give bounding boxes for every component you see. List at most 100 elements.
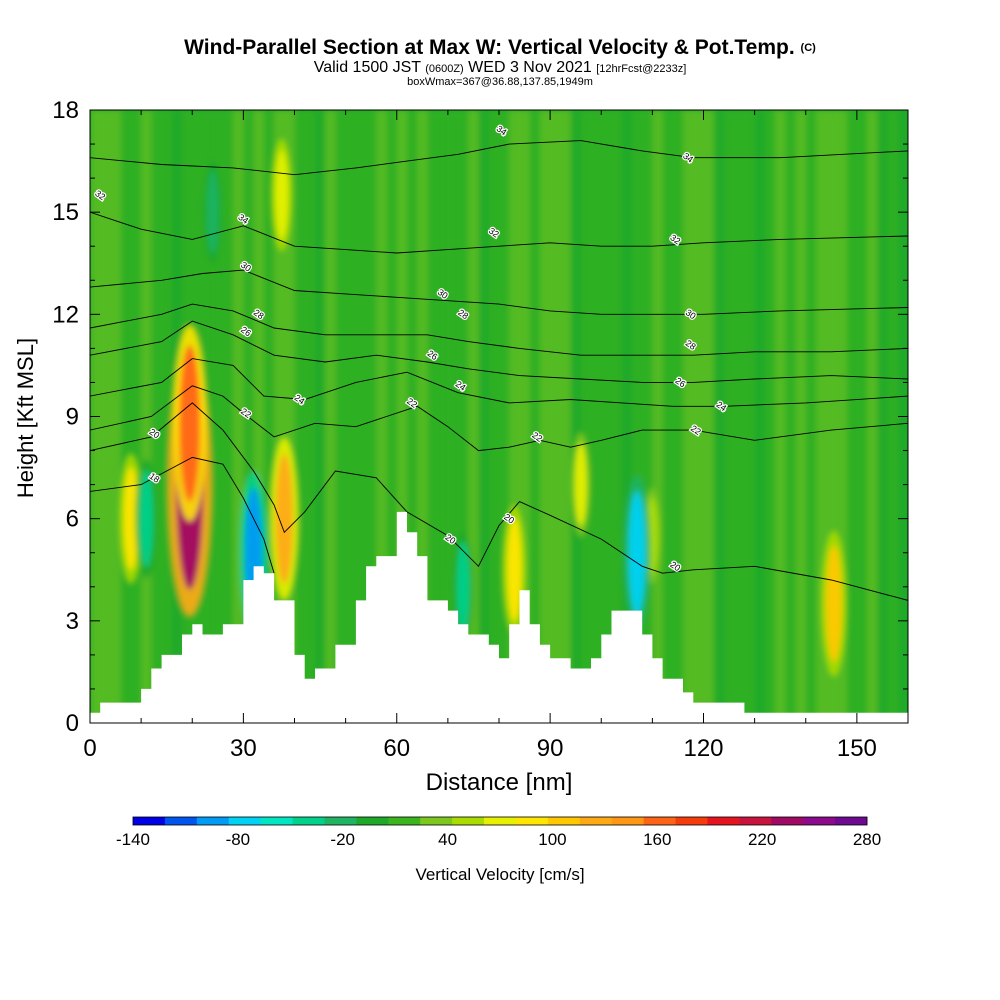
colorbar-swatch	[292, 817, 325, 825]
colorbar-swatch	[739, 817, 772, 825]
colorbar-title: Vertical Velocity [cm/s]	[415, 865, 584, 884]
theta-contour	[90, 385, 908, 452]
velocity-column	[458, 110, 469, 723]
velocity-column	[314, 110, 326, 723]
velocity-column	[294, 110, 306, 723]
colorbar-swatch	[356, 817, 389, 825]
velocity-core	[206, 170, 219, 254]
velocity-column	[539, 110, 551, 723]
velocity-column	[130, 110, 142, 723]
colorbar-swatch	[420, 817, 453, 825]
velocity-column	[836, 110, 848, 723]
colorbar-tick-label: -80	[226, 830, 251, 849]
colorbar-swatch	[388, 817, 421, 825]
velocity-column	[161, 110, 173, 723]
velocity-column	[335, 110, 347, 723]
velocity-column	[284, 110, 295, 723]
velocity-column	[805, 110, 817, 723]
x-tick-label: 90	[537, 735, 564, 762]
velocity-column	[366, 110, 377, 723]
colorbar-tick-label: 160	[643, 830, 671, 849]
velocity-column	[856, 110, 868, 723]
theta-contour	[90, 269, 908, 315]
velocity-column	[151, 110, 163, 723]
chart-subtitle: Valid 1500 JST (0600Z) WED 3 Nov 2021 [1…	[0, 60, 1000, 77]
velocity-column	[744, 110, 756, 723]
velocity-column	[877, 110, 889, 723]
y-tick-label: 15	[52, 199, 79, 226]
theta-contour	[90, 320, 908, 383]
colorbar-tick-label: 40	[438, 830, 457, 849]
velocity-core	[507, 518, 522, 622]
velocity-column	[887, 110, 899, 723]
velocity-core	[123, 467, 139, 571]
velocity-column	[601, 110, 612, 723]
x-tick-label: 30	[230, 735, 257, 762]
velocity-column	[141, 110, 152, 723]
colorbar: -140 -80 -20 40 100 160 220 280	[116, 816, 881, 849]
copyright-mark: (C)	[800, 42, 816, 54]
colorbar-swatch	[835, 817, 868, 825]
colorbar-swatch	[260, 817, 293, 825]
theta-contour	[90, 456, 275, 574]
y-tick-label: 6	[66, 506, 79, 533]
box-wmax-info: boxWmax=367@36.88,137.85,1949m	[407, 76, 593, 88]
colorbar-swatch	[771, 817, 804, 825]
velocity-column	[406, 110, 418, 723]
valid-date: WED 3 Nov 2021	[468, 59, 592, 76]
colorbar-tick-label: 220	[748, 830, 776, 849]
title-text: Wind-Parallel Section at Max W: Vertical…	[184, 36, 795, 59]
x-tick-label: 150	[837, 735, 877, 762]
valid-time: Valid 1500 JST	[313, 59, 421, 76]
colorbar-tick-label: -20	[330, 830, 355, 849]
theta-contour	[90, 303, 908, 356]
y-tick-label: 9	[66, 404, 79, 431]
x-tick-label: 60	[383, 735, 410, 762]
colorbar-swatch	[133, 817, 166, 825]
velocity-column	[263, 110, 275, 723]
colorbar-swatch	[803, 817, 836, 825]
velocity-column	[120, 110, 132, 723]
velocity-column	[396, 110, 408, 723]
velocity-column	[867, 110, 878, 723]
velocity-column	[304, 110, 316, 723]
velocity-column	[672, 110, 684, 723]
velocity-column	[488, 110, 500, 723]
velocity-column	[621, 110, 633, 723]
y-tick-label: 12	[52, 301, 79, 328]
velocity-column	[826, 110, 837, 723]
velocity-core	[179, 344, 201, 502]
velocity-column	[570, 110, 582, 723]
velocity-column	[591, 110, 602, 723]
velocity-column	[734, 110, 745, 723]
colorbar-swatch	[452, 817, 485, 825]
velocity-column	[447, 110, 459, 723]
velocity-column	[468, 110, 480, 723]
colorbar-swatch	[707, 817, 740, 825]
theta-contour	[90, 211, 908, 254]
velocity-core	[275, 453, 294, 584]
velocity-column	[376, 110, 388, 723]
velocity-column	[529, 110, 541, 723]
velocity-column	[110, 110, 122, 723]
theta-contour	[90, 358, 908, 407]
x-axis-title: Distance [nm]	[426, 769, 573, 796]
colorbar-swatch	[515, 817, 549, 825]
theta-contours	[90, 140, 908, 601]
valid-utc: (0600Z)	[425, 63, 464, 75]
velocity-column	[703, 110, 715, 723]
velocity-column	[642, 110, 653, 723]
velocity-column	[775, 110, 786, 723]
colorbar-tick-label: 100	[538, 830, 566, 849]
colorbar-swatch	[547, 817, 581, 825]
velocity-column	[550, 110, 561, 723]
velocity-column	[580, 110, 592, 723]
velocity-column	[355, 110, 367, 723]
velocity-core	[456, 541, 470, 632]
velocity-column	[233, 110, 244, 723]
velocity-column	[222, 110, 234, 723]
theta-contour	[90, 402, 908, 601]
velocity-column	[652, 110, 664, 723]
velocity-column	[243, 110, 255, 723]
velocity-column	[611, 110, 623, 723]
